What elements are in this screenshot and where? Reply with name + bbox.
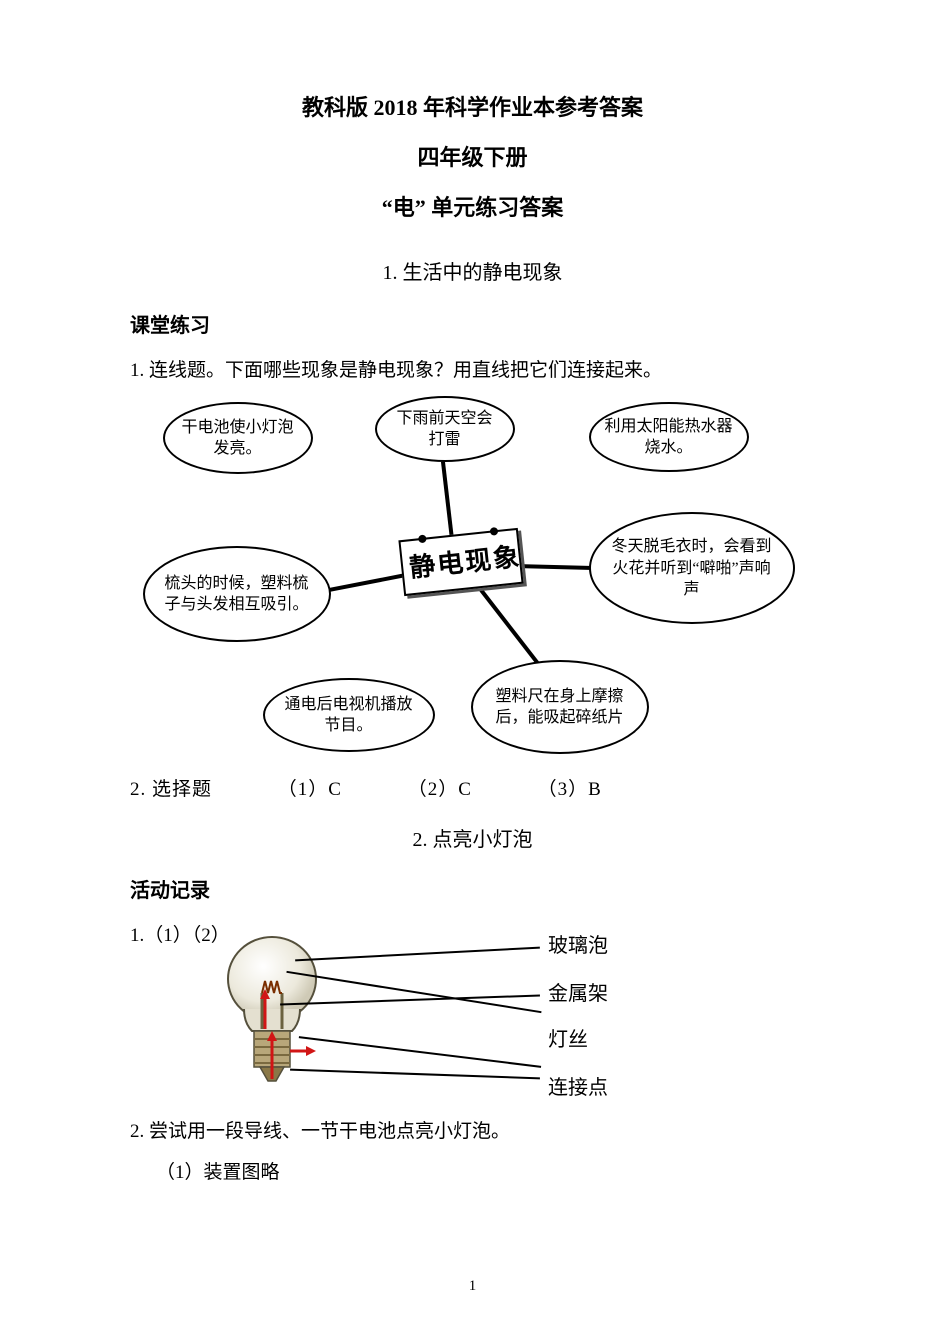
page-number: 1 — [0, 1278, 945, 1295]
q2-a2: （2）C — [408, 779, 472, 800]
section1-title: 1. 生活中的静电现象 — [130, 256, 815, 285]
concept-connector — [479, 589, 544, 671]
bubble-tv: 通电后电视机播放节目。 — [263, 678, 435, 752]
q2-sub: （1）装置图略 — [130, 1158, 815, 1188]
concept-connector — [514, 564, 592, 570]
label-glass: 玻璃泡 — [548, 929, 608, 958]
q1-text: 1. 连线题。下面哪些现象是静电现象？用直线把它们连接起来。 — [130, 356, 815, 386]
bubble-thunder: 下雨前天空会打雷 — [375, 396, 515, 462]
label-frame: 金属架 — [548, 977, 608, 1006]
section2-title: 2. 点亮小灯泡 — [130, 823, 815, 852]
bubble-solar-heater: 利用太阳能热水器烧水。 — [589, 402, 749, 472]
q2-a1: （1）C — [278, 779, 342, 800]
concept-connector — [328, 572, 411, 592]
section1-heading: 课堂练习 — [130, 309, 815, 338]
label-filament: 灯丝 — [548, 1023, 588, 1052]
bubble-plastic-ruler: 塑料尺在身上摩擦后，能吸起碎纸片 — [471, 660, 649, 754]
section2-heading: 活动记录 — [130, 874, 815, 903]
bubble-comb-hair: 梳头的时候，塑料梳子与头发相互吸引。 — [143, 546, 331, 642]
concept-map: 静电现象 干电池使小灯泡发亮。 下雨前天空会打雷 利用太阳能热水器烧水。 梳头的… — [133, 396, 813, 766]
q2-a3: （3）B — [538, 779, 602, 800]
doc-title-1: 教科版 2018 年科学作业本参考答案 — [130, 90, 815, 122]
q2-answers: 2. 选择题 （1）C （2）C （3）B — [130, 774, 815, 801]
doc-title-3: “电” 单元练习答案 — [130, 190, 815, 222]
bubble-sweater-spark: 冬天脱毛衣时，会看到火花并听到“噼啪”声响声 — [589, 512, 795, 624]
q2-text: 2. 尝试用一段导线、一节干电池点亮小灯泡。 — [130, 1117, 815, 1147]
bubble-battery-bulb: 干电池使小灯泡发亮。 — [163, 402, 313, 474]
doc-title-2: 四年级下册 — [130, 140, 815, 172]
bulb-diagram: 1.（1）（2） — [130, 921, 810, 1111]
label-contact: 连接点 — [548, 1071, 608, 1100]
q2-prefix: 2. 选择题 — [130, 779, 212, 800]
